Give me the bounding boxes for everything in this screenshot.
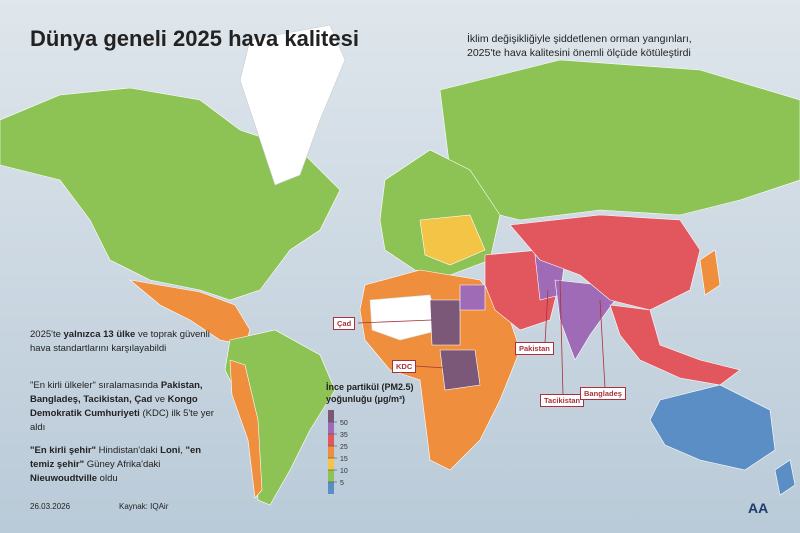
legend-swatch [328,458,334,470]
legend-tick-label: 10 [340,468,348,475]
andes [229,359,263,499]
legend-swatch [328,434,334,446]
callout-lines [357,279,606,396]
note-text: "En kirli ülkeler" sıralamasında [30,380,161,391]
china [509,214,701,311]
note-text: Loni [160,445,181,456]
country-label: KDC [392,360,417,373]
note-text: Kongo Demokratik Cumhuriyeti [30,394,198,419]
legend-tick-label: 50 [340,420,348,427]
legend: 50 35 25 15 10 5 [328,410,348,494]
note-text: , [180,445,186,456]
note-text: ve [152,394,168,405]
note: 2025'te yalnızca 13 ülke ve toprak güven… [30,328,225,356]
southeast-asia [609,304,741,386]
note: "En kirli şehir" Hindistan'daki Loni, "e… [30,444,225,486]
country-label: Tacikistan [540,394,585,407]
note-text: oldu [97,473,118,484]
legend-tick-label: 15 [340,456,348,463]
greenland [239,24,346,186]
australia [649,384,776,471]
date: 26.03.2026 [30,502,71,511]
legend-swatch [328,482,334,494]
legend-swatch [328,410,334,422]
drc [439,349,481,391]
country-label: Bangladeş [580,387,626,400]
legend-tick-label: 25 [340,444,348,451]
note-text: 2025'te [30,329,64,340]
note-text: Hindistan'daki [96,445,161,456]
sahara [369,294,441,341]
note-text: "En kirli şehir" [30,445,97,456]
logo: AA [748,500,769,516]
legend-title: İnce partikül (PM2.5) yoğunluğu (μg/m³) [326,382,414,404]
note: "En kirli ülkeler" sıralamasında Pakista… [30,379,225,435]
country-label: Pakistan [515,342,554,355]
legend-swatch [328,422,334,434]
europe-south [419,214,486,266]
subtitle: İklim değişikliğiyle şiddetlenen orman y… [467,33,692,59]
note-text: Güney Afrika'daki [84,459,161,470]
source: Kaynak: IQAir [119,502,169,511]
country-label: Çad [333,317,356,330]
note-text: yalnızca 13 ülke [63,329,136,340]
note-text: Pakistan, Bangladeş, Tacikistan, Çad [30,380,203,405]
north-america [0,87,341,301]
title: Dünya geneli 2025 hava kalitesi [30,26,359,51]
legend-tick-label: 35 [340,432,348,439]
new-zealand [774,459,796,496]
note-text: "en temiz şehir" [30,445,202,470]
chad [429,299,461,346]
russia [439,59,800,221]
legend-swatch [328,446,334,458]
legend-swatch [328,470,334,482]
egypt [459,284,486,311]
note-text: ve toprak güvenli hava standartlarını ka… [30,329,210,354]
japan [699,249,721,296]
note-text: (KDC) ilk 5'te yer aldı [30,408,214,433]
legend-tick-label: 5 [340,480,344,487]
note-text: Nieuwoudtville [30,473,98,484]
